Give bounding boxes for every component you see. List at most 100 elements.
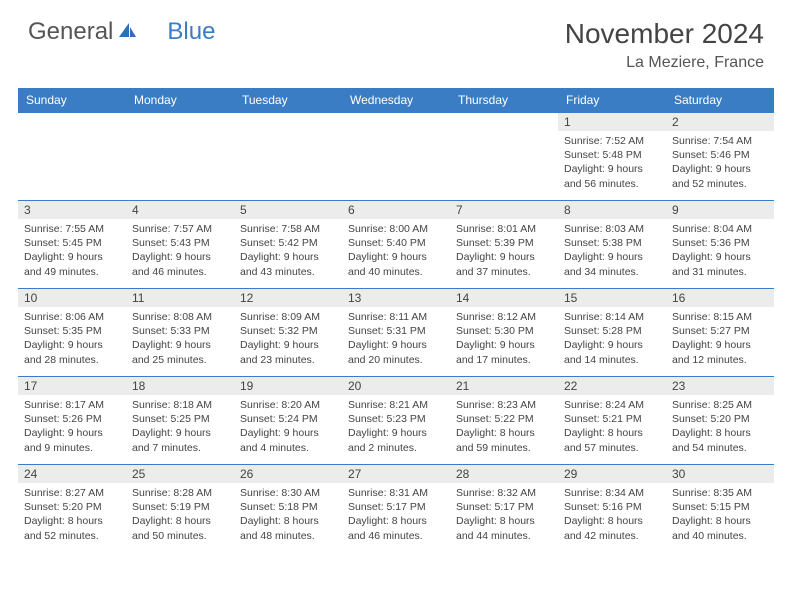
daylight-text: Daylight: 8 hours and 54 minutes. [672,426,768,454]
daylight-text: Daylight: 9 hours and 9 minutes. [24,426,120,454]
sunrise-text: Sunrise: 8:35 AM [672,486,768,500]
day-info: Sunrise: 8:28 AMSunset: 5:19 PMDaylight:… [126,483,234,547]
day-number: 12 [234,289,342,307]
daylight-text: Daylight: 8 hours and 48 minutes. [240,514,336,542]
sunrise-text: Sunrise: 7:52 AM [564,134,660,148]
day-info: Sunrise: 7:54 AMSunset: 5:46 PMDaylight:… [666,131,774,195]
day-number: 20 [342,377,450,395]
day-number: 18 [126,377,234,395]
week-row: 10Sunrise: 8:06 AMSunset: 5:35 PMDayligh… [18,289,774,377]
day-cell: 14Sunrise: 8:12 AMSunset: 5:30 PMDayligh… [450,289,558,377]
day-cell [126,113,234,201]
day-cell: 11Sunrise: 8:08 AMSunset: 5:33 PMDayligh… [126,289,234,377]
sunset-text: Sunset: 5:33 PM [132,324,228,338]
day-number: 13 [342,289,450,307]
sunset-text: Sunset: 5:38 PM [564,236,660,250]
day-info: Sunrise: 8:12 AMSunset: 5:30 PMDaylight:… [450,307,558,371]
sunset-text: Sunset: 5:21 PM [564,412,660,426]
daylight-text: Daylight: 9 hours and 17 minutes. [456,338,552,366]
daylight-text: Daylight: 8 hours and 50 minutes. [132,514,228,542]
sunset-text: Sunset: 5:32 PM [240,324,336,338]
day-header-tuesday: Tuesday [234,88,342,113]
day-header-monday: Monday [126,88,234,113]
day-info: Sunrise: 8:03 AMSunset: 5:38 PMDaylight:… [558,219,666,283]
day-cell: 19Sunrise: 8:20 AMSunset: 5:24 PMDayligh… [234,377,342,465]
sunset-text: Sunset: 5:27 PM [672,324,768,338]
daylight-text: Daylight: 9 hours and 34 minutes. [564,250,660,278]
day-info: Sunrise: 8:25 AMSunset: 5:20 PMDaylight:… [666,395,774,459]
day-cell: 10Sunrise: 8:06 AMSunset: 5:35 PMDayligh… [18,289,126,377]
sunrise-text: Sunrise: 8:23 AM [456,398,552,412]
sunrise-text: Sunrise: 8:27 AM [24,486,120,500]
day-number: 5 [234,201,342,219]
sunrise-text: Sunrise: 7:57 AM [132,222,228,236]
sunset-text: Sunset: 5:28 PM [564,324,660,338]
brand-logo: General Blue [28,18,215,46]
brand-sail-icon [117,21,137,44]
sunset-text: Sunset: 5:16 PM [564,500,660,514]
day-cell: 16Sunrise: 8:15 AMSunset: 5:27 PMDayligh… [666,289,774,377]
day-info: Sunrise: 8:17 AMSunset: 5:26 PMDaylight:… [18,395,126,459]
day-number: 25 [126,465,234,483]
sunrise-text: Sunrise: 8:32 AM [456,486,552,500]
day-number: 14 [450,289,558,307]
daylight-text: Daylight: 9 hours and 23 minutes. [240,338,336,366]
day-cell: 30Sunrise: 8:35 AMSunset: 5:15 PMDayligh… [666,465,774,553]
day-number: 23 [666,377,774,395]
sunrise-text: Sunrise: 7:54 AM [672,134,768,148]
daylight-text: Daylight: 8 hours and 40 minutes. [672,514,768,542]
day-info: Sunrise: 8:18 AMSunset: 5:25 PMDaylight:… [126,395,234,459]
day-cell [450,113,558,201]
day-header-row: SundayMondayTuesdayWednesdayThursdayFrid… [18,88,774,113]
day-cell: 13Sunrise: 8:11 AMSunset: 5:31 PMDayligh… [342,289,450,377]
sunset-text: Sunset: 5:30 PM [456,324,552,338]
day-info: Sunrise: 8:14 AMSunset: 5:28 PMDaylight:… [558,307,666,371]
week-row: 1Sunrise: 7:52 AMSunset: 5:48 PMDaylight… [18,113,774,201]
day-number: 24 [18,465,126,483]
day-number: 16 [666,289,774,307]
brand-part2: Blue [167,18,215,46]
sunset-text: Sunset: 5:19 PM [132,500,228,514]
daylight-text: Daylight: 8 hours and 44 minutes. [456,514,552,542]
daylight-text: Daylight: 9 hours and 12 minutes. [672,338,768,366]
day-cell: 7Sunrise: 8:01 AMSunset: 5:39 PMDaylight… [450,201,558,289]
day-number: 21 [450,377,558,395]
day-info: Sunrise: 8:21 AMSunset: 5:23 PMDaylight:… [342,395,450,459]
day-cell: 2Sunrise: 7:54 AMSunset: 5:46 PMDaylight… [666,113,774,201]
sunset-text: Sunset: 5:43 PM [132,236,228,250]
week-row: 24Sunrise: 8:27 AMSunset: 5:20 PMDayligh… [18,465,774,553]
day-info: Sunrise: 8:11 AMSunset: 5:31 PMDaylight:… [342,307,450,371]
day-info: Sunrise: 8:08 AMSunset: 5:33 PMDaylight:… [126,307,234,371]
sunset-text: Sunset: 5:23 PM [348,412,444,426]
day-info: Sunrise: 8:24 AMSunset: 5:21 PMDaylight:… [558,395,666,459]
sunrise-text: Sunrise: 8:08 AM [132,310,228,324]
day-cell: 24Sunrise: 8:27 AMSunset: 5:20 PMDayligh… [18,465,126,553]
daylight-text: Daylight: 8 hours and 59 minutes. [456,426,552,454]
sunset-text: Sunset: 5:35 PM [24,324,120,338]
daylight-text: Daylight: 8 hours and 52 minutes. [24,514,120,542]
sunrise-text: Sunrise: 8:20 AM [240,398,336,412]
sunrise-text: Sunrise: 8:17 AM [24,398,120,412]
day-number: 30 [666,465,774,483]
day-header-sunday: Sunday [18,88,126,113]
day-cell: 23Sunrise: 8:25 AMSunset: 5:20 PMDayligh… [666,377,774,465]
day-number: 17 [18,377,126,395]
sunrise-text: Sunrise: 7:58 AM [240,222,336,236]
daylight-text: Daylight: 9 hours and 31 minutes. [672,250,768,278]
day-number: 10 [18,289,126,307]
day-info: Sunrise: 8:15 AMSunset: 5:27 PMDaylight:… [666,307,774,371]
daylight-text: Daylight: 9 hours and 28 minutes. [24,338,120,366]
sunrise-text: Sunrise: 8:30 AM [240,486,336,500]
sunset-text: Sunset: 5:31 PM [348,324,444,338]
day-info: Sunrise: 8:09 AMSunset: 5:32 PMDaylight:… [234,307,342,371]
day-cell: 29Sunrise: 8:34 AMSunset: 5:16 PMDayligh… [558,465,666,553]
daylight-text: Daylight: 9 hours and 4 minutes. [240,426,336,454]
day-info: Sunrise: 8:04 AMSunset: 5:36 PMDaylight:… [666,219,774,283]
week-row: 17Sunrise: 8:17 AMSunset: 5:26 PMDayligh… [18,377,774,465]
day-cell: 21Sunrise: 8:23 AMSunset: 5:22 PMDayligh… [450,377,558,465]
title-block: November 2024 La Meziere, France [565,18,764,72]
daylight-text: Daylight: 9 hours and 2 minutes. [348,426,444,454]
day-cell: 15Sunrise: 8:14 AMSunset: 5:28 PMDayligh… [558,289,666,377]
day-number: 7 [450,201,558,219]
sunset-text: Sunset: 5:48 PM [564,148,660,162]
